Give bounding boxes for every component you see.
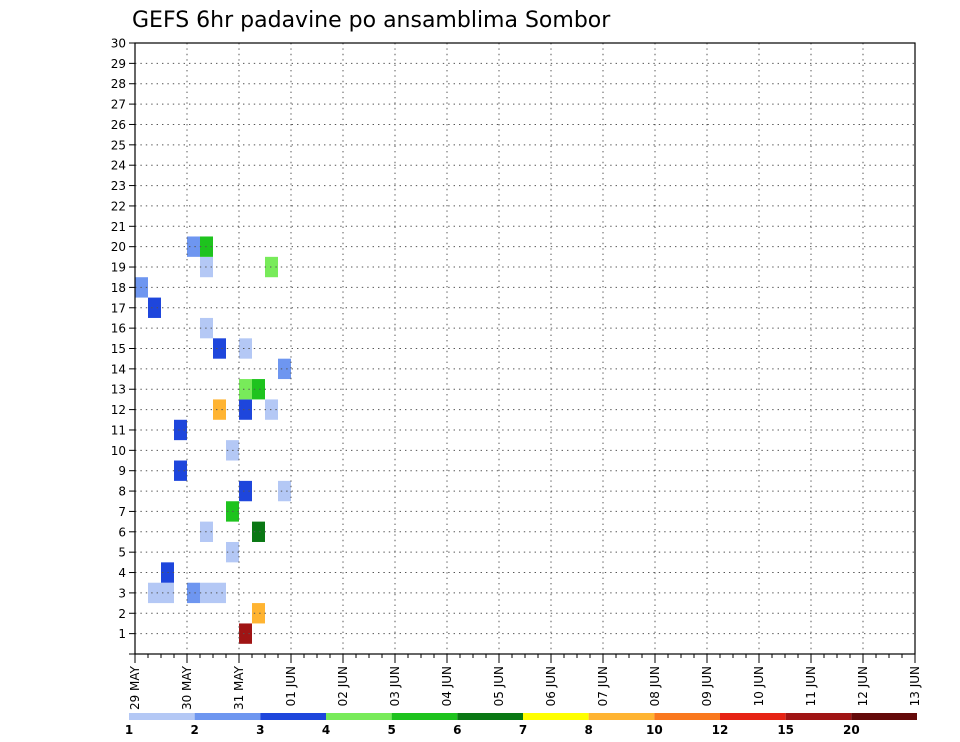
x-tick-label: 06 JUN	[544, 666, 558, 706]
x-tick-label: 04 JUN	[440, 666, 454, 706]
colorbar-label: 5	[387, 723, 395, 737]
colorbar-segment	[260, 713, 326, 720]
y-tick-label: 21	[111, 220, 126, 234]
y-tick-label: 17	[111, 301, 126, 315]
precip-cell	[148, 297, 161, 318]
x-tick-label: 09 JUN	[700, 666, 714, 706]
y-tick-label: 24	[111, 159, 126, 173]
colorbar-label: 15	[777, 723, 794, 737]
y-tick-label: 12	[111, 403, 126, 417]
colorbar-label: 12	[712, 723, 729, 737]
x-tick-label: 30 MAY	[180, 665, 194, 710]
y-tick-label: 14	[111, 362, 126, 376]
colorbar-label: 3	[256, 723, 264, 737]
colorbar-segment	[720, 713, 786, 720]
x-tick-label: 05 JUN	[492, 666, 506, 706]
x-tick-label: 31 MAY	[232, 665, 246, 710]
colorbar-segment	[326, 713, 392, 720]
precip-cell	[265, 399, 278, 420]
precip-cell	[213, 338, 226, 359]
colorbar-segment	[785, 713, 852, 720]
colorbar-segment	[588, 713, 655, 720]
precip-cell	[239, 338, 252, 359]
y-tick-label: 25	[111, 138, 126, 152]
y-tick-label: 3	[118, 586, 126, 600]
chart-title: GEFS 6hr padavine po ansamblima Sombor	[132, 8, 611, 33]
y-tick-label: 27	[111, 98, 126, 112]
colorbar-segment	[523, 713, 589, 720]
colorbar-label: 20	[843, 723, 860, 737]
colorbar-segment	[194, 713, 261, 720]
x-tick-label: 01 JUN	[284, 666, 298, 706]
y-axis: 1234567891011121314151617181920212223242…	[111, 37, 135, 655]
precip-cell	[252, 379, 265, 400]
x-tick-label: 29 MAY	[128, 665, 142, 710]
y-tick-label: 22	[111, 199, 126, 213]
x-tick-label: 12 JUN	[856, 666, 870, 706]
precip-cell	[174, 419, 187, 441]
y-tick-label: 11	[111, 423, 126, 437]
precip-cell	[187, 236, 200, 257]
y-tick-label: 23	[111, 179, 126, 193]
y-tick-label: 9	[118, 464, 126, 478]
precip-cell	[187, 582, 200, 604]
y-tick-label: 29	[111, 57, 126, 71]
precip-cell	[252, 521, 265, 542]
y-tick-label: 20	[111, 240, 126, 254]
colorbar-label: 4	[322, 723, 330, 737]
x-axis: 29 MAY 30 MAY 31 MAY 01 JUN 02 JUN 03 JUN 04 J…	[128, 654, 922, 710]
y-tick-label: 26	[111, 118, 126, 132]
x-tick-label: 08 JUN	[648, 666, 662, 706]
x-tick-label: 11 JUN	[804, 666, 818, 706]
precip-cell	[213, 399, 226, 420]
y-tick-label: 4	[118, 566, 126, 580]
precip-cell	[174, 460, 187, 481]
x-tick-label: 03 JUN	[388, 666, 402, 706]
colorbar-legend: 1 2 3 4 5 6 7 8 10 12 15 20	[125, 713, 917, 737]
y-tick-label: 8	[118, 485, 126, 499]
x-tick-label: 10 JUN	[752, 666, 766, 706]
y-tick-label: 10	[111, 444, 126, 458]
precip-cell	[239, 480, 252, 502]
y-tick-label: 13	[111, 383, 126, 397]
colorbar-label: 6	[453, 723, 461, 737]
data-cells	[135, 236, 291, 644]
colorbar-label: 10	[646, 723, 663, 737]
y-tick-label: 16	[111, 322, 126, 336]
x-tick-label: 13 JUN	[908, 666, 922, 706]
precip-cell	[252, 603, 265, 624]
y-tick-label: 1	[118, 627, 126, 641]
colorbar-segment	[654, 713, 720, 720]
y-tick-label: 19	[111, 261, 126, 275]
colorbar-label: 7	[519, 723, 527, 737]
colorbar-label: 1	[125, 723, 133, 737]
y-tick-label: 18	[111, 281, 126, 295]
x-tick-label: 02 JUN	[336, 666, 350, 706]
y-tick-label: 2	[118, 607, 126, 621]
x-tick-label: 07 JUN	[596, 666, 610, 706]
colorbar-label: 2	[190, 723, 198, 737]
y-tick-label: 6	[118, 525, 126, 539]
colorbar-segment	[391, 713, 458, 720]
colorbar-segment	[851, 713, 917, 720]
precip-cell	[239, 623, 252, 644]
y-tick-label: 28	[111, 77, 126, 91]
y-tick-label: 5	[118, 546, 126, 560]
precip-cell	[239, 379, 252, 400]
colorbar-label: 8	[584, 723, 592, 737]
precip-cell	[148, 582, 161, 604]
y-tick-label: 30	[111, 37, 126, 51]
precip-cell	[278, 480, 291, 502]
colorbar-segment	[129, 713, 195, 720]
precip-cell	[239, 399, 252, 420]
precip-cell	[213, 582, 226, 604]
colorbar-segment	[457, 713, 523, 720]
y-tick-label: 7	[118, 505, 126, 519]
y-tick-label: 15	[111, 342, 126, 356]
grid-lines	[135, 42, 915, 654]
precip-cell	[265, 256, 278, 278]
precip-cell	[278, 358, 291, 380]
